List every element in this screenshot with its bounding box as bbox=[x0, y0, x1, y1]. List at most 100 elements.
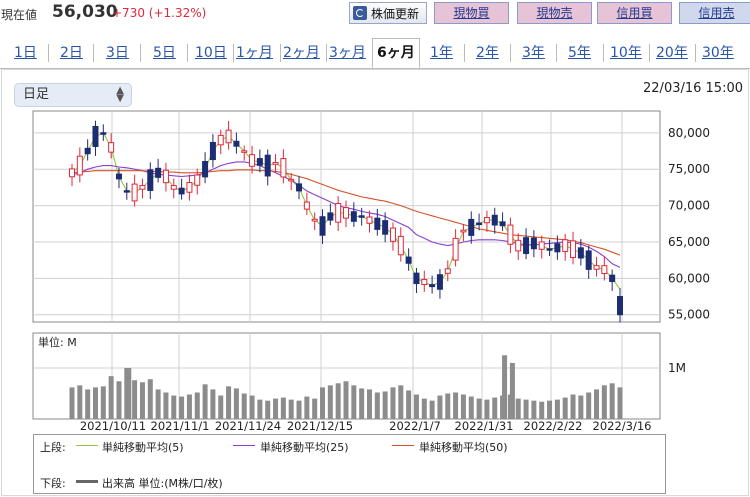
candle-body bbox=[530, 237, 537, 250]
candle-body bbox=[366, 216, 373, 224]
candle-body bbox=[194, 174, 201, 186]
candle-body bbox=[358, 215, 365, 218]
tab-10y[interactable]: 10年 bbox=[610, 45, 642, 61]
candle-body bbox=[186, 182, 193, 193]
spot-sell-button[interactable]: 現物売 bbox=[517, 2, 592, 24]
volume-y-tick: 1M bbox=[668, 361, 686, 375]
price-change: +730 (+1.32%) bbox=[112, 6, 207, 20]
volume-bar bbox=[343, 381, 349, 419]
candle-body bbox=[413, 272, 420, 285]
candle-body bbox=[249, 154, 256, 167]
candle-body bbox=[202, 161, 209, 178]
candle-body bbox=[100, 132, 107, 135]
volume-bar bbox=[265, 400, 271, 419]
legend-ma50: 単純移動平均(50) bbox=[419, 441, 508, 454]
volume-bar bbox=[241, 393, 247, 419]
x-tick-label: 2021/10/11 bbox=[80, 419, 146, 433]
volume-bar bbox=[531, 400, 537, 419]
candle-body bbox=[468, 218, 475, 236]
refresh-icon bbox=[353, 6, 367, 20]
volume-bar bbox=[132, 380, 138, 419]
candle-body bbox=[577, 247, 584, 259]
tab-5y[interactable]: 5年 bbox=[568, 45, 591, 61]
tab-5d[interactable]: 5日 bbox=[153, 45, 176, 61]
legend-ma25: 単純移動平均(25) bbox=[260, 441, 349, 454]
candle-body bbox=[460, 229, 467, 233]
tab-6m[interactable]: 6ヶ月 bbox=[372, 38, 420, 68]
candle-body bbox=[382, 220, 389, 235]
volume-bar bbox=[429, 400, 435, 419]
tab-3m[interactable]: 3ヶ月 bbox=[329, 45, 366, 61]
candle-body bbox=[209, 141, 216, 161]
tab-1m[interactable]: 1ヶ月 bbox=[236, 45, 273, 61]
price-y-tick: 60,000 bbox=[668, 271, 710, 285]
volume-bar bbox=[85, 389, 91, 419]
candle-period-select[interactable]: 日足 ▲ ▼ bbox=[14, 83, 132, 107]
tab-2d[interactable]: 2日 bbox=[60, 45, 83, 61]
volume-bar bbox=[562, 397, 568, 419]
x-tick-label: 2022/2/22 bbox=[524, 419, 583, 433]
candle-body bbox=[562, 239, 569, 252]
tab-3y[interactable]: 3年 bbox=[522, 45, 545, 61]
tab-1d[interactable]: 1日 bbox=[14, 45, 37, 61]
volume-bar bbox=[468, 396, 474, 419]
x-tick-label: 2022/3/16 bbox=[593, 419, 652, 433]
candle-body bbox=[593, 265, 600, 270]
chart-datetime: 22/03/16 15:00 bbox=[643, 81, 743, 96]
volume-bar bbox=[554, 399, 560, 419]
volume-bar bbox=[108, 376, 114, 419]
volume-bar bbox=[147, 379, 153, 419]
volume-bar bbox=[100, 386, 106, 419]
volume-bar bbox=[335, 383, 341, 419]
volume-bar bbox=[171, 395, 177, 419]
candle-body bbox=[554, 243, 561, 253]
candle-body bbox=[609, 274, 616, 283]
volume-bar bbox=[320, 387, 326, 419]
volume-bar bbox=[186, 394, 192, 419]
margin-sell-button[interactable]: 信用売 bbox=[679, 2, 750, 24]
volume-bar bbox=[139, 382, 145, 419]
price-y-tick: 55,000 bbox=[668, 308, 710, 322]
volume-bar bbox=[273, 398, 279, 419]
volume-bar bbox=[77, 385, 83, 419]
volume-bar bbox=[249, 395, 255, 419]
candle-body bbox=[296, 183, 303, 192]
tab-2y[interactable]: 2年 bbox=[476, 45, 499, 61]
volume-bar bbox=[492, 397, 498, 419]
volume-bar bbox=[351, 385, 357, 419]
candle-body bbox=[491, 214, 498, 226]
volume-bar bbox=[327, 385, 333, 419]
volume-bar bbox=[288, 399, 294, 419]
legend-volume: 出来高 単位:(M株/口/枚) bbox=[102, 477, 223, 490]
candle-body bbox=[405, 256, 412, 264]
candle-body bbox=[538, 241, 545, 250]
price-y-tick: 70,000 bbox=[668, 199, 710, 213]
candle-body bbox=[272, 162, 279, 165]
quote-header: 現在値 56,030 +730 (+1.32%) 株価更新 現物買 現物売 信用… bbox=[0, 0, 750, 30]
candle-body bbox=[147, 169, 154, 191]
volume-bar bbox=[609, 383, 615, 419]
candle-body bbox=[319, 216, 326, 236]
tab-2m[interactable]: 2ヶ月 bbox=[283, 45, 320, 61]
refresh-price-button[interactable]: 株価更新 bbox=[349, 2, 427, 24]
candle-body bbox=[350, 211, 357, 222]
candle-body bbox=[389, 227, 396, 242]
volume-bar bbox=[163, 392, 169, 419]
volume-bar bbox=[586, 392, 592, 419]
candle-body bbox=[217, 134, 224, 146]
tab-30y[interactable]: 30年 bbox=[702, 45, 734, 61]
margin-buy-button[interactable]: 信用買 bbox=[597, 2, 672, 24]
candle-body bbox=[546, 248, 553, 251]
tab-1y[interactable]: 1年 bbox=[430, 45, 453, 61]
tab-10d[interactable]: 10日 bbox=[195, 45, 227, 61]
chart-panel bbox=[1, 69, 749, 496]
volume-bar bbox=[515, 398, 521, 419]
volume-bar bbox=[421, 398, 427, 419]
spot-buy-button[interactable]: 現物買 bbox=[434, 2, 509, 24]
volume-bar bbox=[218, 395, 224, 419]
tab-3d[interactable]: 3日 bbox=[106, 45, 129, 61]
candle-body bbox=[436, 274, 443, 290]
x-tick-label: 2021/12/15 bbox=[287, 419, 353, 433]
tab-20y[interactable]: 20年 bbox=[656, 45, 688, 61]
